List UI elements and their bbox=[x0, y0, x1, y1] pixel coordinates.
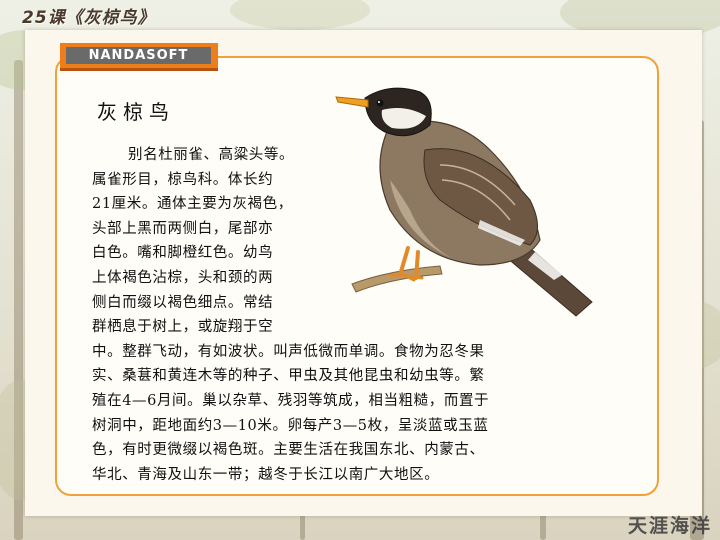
brand-logo-text: NANDASOFT bbox=[66, 47, 211, 64]
article-line: 侧白而缀以褐色细点。常结 bbox=[92, 294, 274, 311]
article-body: 别名杜丽雀、高粱头等。 属雀形目，椋鸟科。体长约 21厘米。通体主要为灰褐色， … bbox=[92, 143, 637, 487]
article-line: 华北、青海及山东一带；越冬于长江以南广大地区。 bbox=[92, 466, 440, 483]
brand-logo: NANDASOFT bbox=[60, 43, 218, 71]
article-line: 上体褐色沾棕，头和颈的两 bbox=[92, 269, 274, 286]
article-line: 属雀形目，椋鸟科。体长约 bbox=[92, 171, 274, 188]
lesson-title: 25课《灰椋鸟》 bbox=[22, 8, 156, 28]
article-line: 头部上黑而两侧白，尾部亦 bbox=[92, 220, 274, 237]
article-line: 别名杜丽雀、高粱头等。 bbox=[128, 147, 295, 163]
footer-watermark: 天涯海洋 bbox=[627, 515, 712, 537]
article-line: 21厘米。通体主要为灰褐色， bbox=[92, 196, 293, 213]
article-line: 白色。嘴和脚橙红色。幼鸟 bbox=[92, 245, 274, 262]
article-line: 色，有时更微缀以褐色斑。主要生活在我国东北、内蒙古、 bbox=[92, 442, 485, 459]
article-line: 实、桑葚和黄连木等的种子、甲虫及其他昆虫和幼虫等。繁 bbox=[92, 368, 485, 385]
article-line: 树洞中，距地面约3—10米。卵每产3—5枚，呈淡蓝或玉蓝 bbox=[92, 417, 489, 434]
article-heading: 灰椋鸟 bbox=[97, 100, 175, 124]
article-line: 中。整群飞动，有如波状。叫声低微而单调。食物为忍冬果 bbox=[92, 343, 485, 360]
grey-starling-bird-icon bbox=[335, 87, 593, 317]
article-line: 殖在4—6月间。巢以杂草、残羽等筑成，相当粗糙，而置于 bbox=[92, 392, 490, 409]
article-line: 群栖息于树上，或旋翔于空 bbox=[92, 319, 274, 336]
